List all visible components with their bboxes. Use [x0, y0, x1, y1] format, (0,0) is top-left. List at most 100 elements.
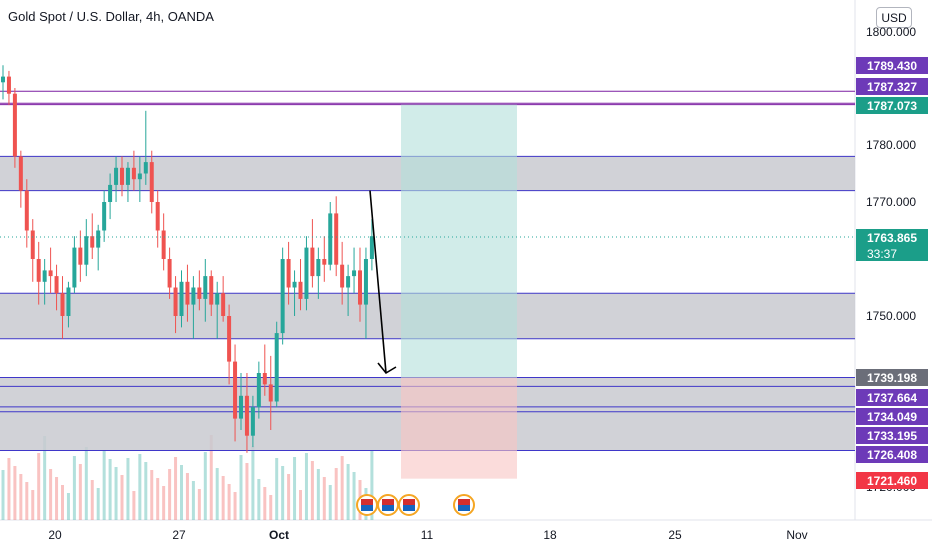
volume-bar — [281, 466, 285, 520]
candle-body — [114, 167, 119, 185]
candle-body — [233, 361, 238, 419]
volume-bar — [215, 468, 219, 520]
volume-bar — [132, 491, 136, 520]
current-price-tag: 1763.865 — [856, 229, 928, 246]
volume-bar — [96, 488, 100, 520]
candle-body — [167, 259, 172, 288]
candle-body — [298, 281, 303, 299]
volume-bar — [150, 470, 154, 520]
volume-bar — [203, 452, 207, 520]
volume-bar — [25, 482, 29, 520]
candle-body — [268, 384, 273, 402]
x-tick-label: 18 — [543, 528, 557, 542]
volume-bar — [328, 485, 332, 520]
volume-bar — [310, 461, 314, 520]
volume-bar — [174, 457, 178, 520]
volume-bar — [84, 447, 88, 520]
chart-title: Gold Spot / U.S. Dollar, 4h, OANDA — [8, 9, 214, 24]
volume-bar — [233, 492, 237, 520]
volume-bar — [239, 455, 243, 520]
candle-body — [227, 316, 232, 362]
flag-stripe — [403, 505, 415, 511]
candle-body — [179, 281, 184, 316]
volume-bar — [13, 466, 17, 520]
candle-body — [6, 76, 11, 94]
flag-stripe — [361, 499, 373, 505]
volume-bar — [31, 490, 35, 520]
candle-body — [221, 293, 226, 316]
volume-bar — [251, 446, 255, 520]
price-tag: 1726.408 — [856, 446, 928, 463]
candle-body — [185, 281, 190, 305]
candle-body — [84, 236, 89, 265]
volume-bar — [126, 458, 130, 520]
candle-body — [209, 276, 214, 305]
volume-bar — [287, 474, 291, 520]
candle-body — [310, 247, 315, 277]
volume-bar — [299, 490, 302, 520]
volume-bar — [346, 464, 350, 520]
price-tag: 1734.049 — [856, 408, 928, 425]
candle-body — [90, 236, 95, 248]
flag-stripe — [458, 499, 470, 505]
volume-bar — [162, 486, 166, 520]
volume-bar — [304, 453, 308, 520]
y-tick-label: 1780.000 — [866, 138, 917, 152]
candle-body — [66, 287, 71, 316]
stop-zone — [401, 377, 517, 479]
candle-body — [1, 76, 5, 83]
volume-bar — [78, 464, 82, 520]
candle-body — [108, 184, 113, 202]
volume-bar — [138, 454, 142, 520]
candle-body — [96, 230, 101, 248]
volume-bar — [221, 476, 225, 520]
candle-body — [197, 287, 202, 299]
x-tick-label: 11 — [420, 528, 434, 542]
candle-body — [161, 230, 166, 259]
price-tag: 1721.460 — [856, 472, 928, 489]
volume-bar — [322, 477, 326, 520]
candle-body — [292, 281, 297, 288]
y-tick-label: 1750.000 — [866, 309, 917, 323]
candle-body — [256, 373, 261, 408]
candle-body — [250, 407, 255, 436]
volume-bar — [370, 451, 374, 520]
candle-body — [274, 333, 279, 402]
volume-bar — [293, 457, 297, 520]
volume-bar — [197, 489, 201, 520]
volume-bar — [180, 465, 183, 520]
volume-bar — [61, 485, 64, 520]
candle-body — [173, 287, 178, 316]
x-tick-label: Oct — [268, 528, 290, 542]
candle-body — [24, 190, 29, 231]
volume-bar — [108, 459, 112, 520]
volume-bar — [114, 467, 118, 520]
flag-stripe — [382, 499, 394, 505]
volume-bar — [191, 481, 195, 520]
currency-button[interactable]: USD — [876, 7, 912, 28]
candle-body — [30, 230, 35, 259]
price-tag: 1733.195 — [856, 427, 928, 444]
volume-bar — [227, 484, 231, 520]
volume-bar — [352, 472, 356, 520]
candle-body — [322, 259, 327, 265]
volume-bar — [275, 458, 279, 520]
candle-body — [78, 247, 83, 265]
volume-bar — [37, 453, 41, 520]
y-tick-label: 1800.000 — [866, 25, 917, 39]
volume-bar — [49, 469, 53, 520]
down-arrow — [369, 190, 387, 374]
candle-body — [131, 167, 136, 180]
volume-bar — [263, 487, 267, 520]
candle-body — [42, 270, 47, 282]
candle-body — [286, 259, 291, 288]
bar-countdown: 33:37 — [856, 246, 928, 261]
price-tag: 1787.327 — [856, 78, 928, 95]
candle-body — [244, 395, 249, 436]
candle-body — [12, 93, 17, 157]
target-zone — [401, 104, 517, 378]
candle-body — [369, 236, 374, 259]
volume-bar — [144, 462, 148, 520]
